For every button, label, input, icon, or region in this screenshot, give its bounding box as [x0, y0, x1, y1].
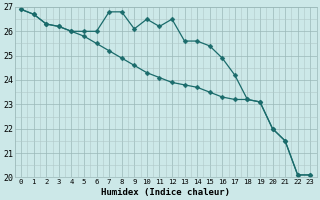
X-axis label: Humidex (Indice chaleur): Humidex (Indice chaleur): [101, 188, 230, 197]
